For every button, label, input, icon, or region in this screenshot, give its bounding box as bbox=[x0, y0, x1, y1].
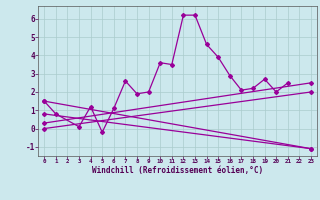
X-axis label: Windchill (Refroidissement éolien,°C): Windchill (Refroidissement éolien,°C) bbox=[92, 166, 263, 175]
